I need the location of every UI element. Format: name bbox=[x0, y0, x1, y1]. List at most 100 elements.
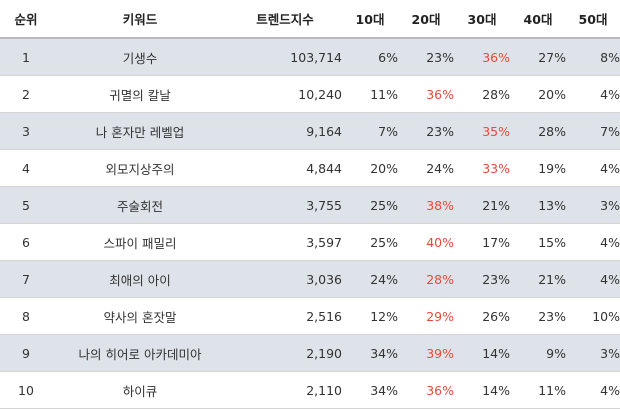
age-40s-cell: 28% bbox=[510, 112, 566, 150]
age-10s-cell: 34% bbox=[342, 371, 398, 409]
age-10s-cell: 6% bbox=[342, 38, 398, 76]
trend-index-cell: 2,190 bbox=[228, 334, 342, 372]
header-age-20s: 20대 bbox=[398, 0, 454, 39]
age-10s-cell: 11% bbox=[342, 75, 398, 113]
keyword-cell: 나의 히어로 아카데미아 bbox=[52, 334, 228, 372]
age-10s-cell: 34% bbox=[342, 334, 398, 372]
rank-cell: 10 bbox=[0, 371, 52, 409]
table-row: 9 나의 히어로 아카데미아 2,190 34% 39% 14% 9% 3% bbox=[0, 334, 620, 372]
table-row: 2 귀멸의 칼날 10,240 11% 36% 28% 20% 4% bbox=[0, 75, 620, 113]
header-keyword: 키워드 bbox=[52, 0, 228, 39]
keyword-cell: 약사의 혼잣말 bbox=[52, 297, 228, 335]
rank-cell: 6 bbox=[0, 223, 52, 261]
age-40s-cell: 20% bbox=[510, 75, 566, 113]
table-row: 4 외모지상주의 4,844 20% 24% 33% 19% 4% bbox=[0, 149, 620, 187]
rank-cell: 1 bbox=[0, 38, 52, 76]
table-row: 5 주술회전 3,755 25% 38% 21% 13% 3% bbox=[0, 186, 620, 224]
age-10s-cell: 24% bbox=[342, 260, 398, 298]
age-20s-cell: 23% bbox=[398, 38, 454, 76]
table-row: 1 기생수 103,714 6% 23% 36% 27% 8% bbox=[0, 38, 620, 76]
keyword-cell: 최애의 아이 bbox=[52, 260, 228, 298]
keyword-cell: 주술회전 bbox=[52, 186, 228, 224]
age-30s-cell: 14% bbox=[454, 371, 510, 409]
keyword-cell: 기생수 bbox=[52, 38, 228, 76]
trend-index-cell: 3,036 bbox=[228, 260, 342, 298]
age-30s-cell: 23% bbox=[454, 260, 510, 298]
age-50s-cell: 4% bbox=[566, 75, 620, 113]
header-trend-index: 트렌드지수 bbox=[228, 0, 342, 39]
age-30s-cell: 36% bbox=[454, 38, 510, 76]
trend-index-cell: 3,755 bbox=[228, 186, 342, 224]
age-30s-cell: 14% bbox=[454, 334, 510, 372]
age-10s-cell: 12% bbox=[342, 297, 398, 335]
rank-cell: 9 bbox=[0, 334, 52, 372]
age-40s-cell: 15% bbox=[510, 223, 566, 261]
rank-cell: 4 bbox=[0, 149, 52, 187]
trend-index-cell: 9,164 bbox=[228, 112, 342, 150]
age-40s-cell: 13% bbox=[510, 186, 566, 224]
age-40s-cell: 23% bbox=[510, 297, 566, 335]
age-30s-cell: 28% bbox=[454, 75, 510, 113]
trend-index-cell: 103,714 bbox=[228, 38, 342, 76]
age-20s-cell: 28% bbox=[398, 260, 454, 298]
age-10s-cell: 25% bbox=[342, 186, 398, 224]
age-50s-cell: 4% bbox=[566, 149, 620, 187]
header-age-10s: 10대 bbox=[342, 0, 398, 39]
table-body: 1 기생수 103,714 6% 23% 36% 27% 8% 2 귀멸의 칼날 10,240 11%… bbox=[0, 38, 620, 409]
table-row: 7 최애의 아이 3,036 24% 28% 23% 21% 4% bbox=[0, 260, 620, 298]
age-50s-cell: 8% bbox=[566, 38, 620, 76]
age-40s-cell: 11% bbox=[510, 371, 566, 409]
age-20s-cell: 39% bbox=[398, 334, 454, 372]
age-50s-cell: 4% bbox=[566, 260, 620, 298]
age-50s-cell: 7% bbox=[566, 112, 620, 150]
keyword-cell: 스파이 패밀리 bbox=[52, 223, 228, 261]
age-20s-cell: 40% bbox=[398, 223, 454, 261]
rank-cell: 8 bbox=[0, 297, 52, 335]
header-age-40s: 40대 bbox=[510, 0, 566, 39]
age-20s-cell: 36% bbox=[398, 75, 454, 113]
age-50s-cell: 4% bbox=[566, 223, 620, 261]
rank-cell: 7 bbox=[0, 260, 52, 298]
trend-index-cell: 10,240 bbox=[228, 75, 342, 113]
age-50s-cell: 4% bbox=[566, 371, 620, 409]
age-10s-cell: 25% bbox=[342, 223, 398, 261]
header-row: 순위 키워드 트렌드지수 10대 20대 30대 40대 50대 bbox=[0, 0, 620, 39]
age-40s-cell: 27% bbox=[510, 38, 566, 76]
trend-index-cell: 3,597 bbox=[228, 223, 342, 261]
age-10s-cell: 20% bbox=[342, 149, 398, 187]
age-30s-cell: 21% bbox=[454, 186, 510, 224]
table-row: 10 하이큐 2,110 34% 36% 14% 11% 4% bbox=[0, 371, 620, 409]
keyword-cell: 귀멸의 칼날 bbox=[52, 75, 228, 113]
keyword-cell: 외모지상주의 bbox=[52, 149, 228, 187]
trend-index-cell: 4,844 bbox=[228, 149, 342, 187]
age-20s-cell: 24% bbox=[398, 149, 454, 187]
keyword-cell: 하이큐 bbox=[52, 371, 228, 409]
table-header: 순위 키워드 트렌드지수 10대 20대 30대 40대 50대 bbox=[0, 0, 620, 39]
header-rank: 순위 bbox=[0, 0, 52, 39]
header-age-50s: 50대 bbox=[566, 0, 620, 39]
rank-cell: 3 bbox=[0, 112, 52, 150]
age-20s-cell: 29% bbox=[398, 297, 454, 335]
age-10s-cell: 7% bbox=[342, 112, 398, 150]
age-20s-cell: 36% bbox=[398, 371, 454, 409]
age-40s-cell: 9% bbox=[510, 334, 566, 372]
table-row: 8 약사의 혼잣말 2,516 12% 29% 26% 23% 10% bbox=[0, 297, 620, 335]
trend-index-cell: 2,516 bbox=[228, 297, 342, 335]
header-age-30s: 30대 bbox=[454, 0, 510, 39]
age-50s-cell: 10% bbox=[566, 297, 620, 335]
age-20s-cell: 38% bbox=[398, 186, 454, 224]
age-40s-cell: 21% bbox=[510, 260, 566, 298]
age-30s-cell: 17% bbox=[454, 223, 510, 261]
age-40s-cell: 19% bbox=[510, 149, 566, 187]
age-30s-cell: 33% bbox=[454, 149, 510, 187]
rank-cell: 5 bbox=[0, 186, 52, 224]
age-20s-cell: 23% bbox=[398, 112, 454, 150]
age-50s-cell: 3% bbox=[566, 334, 620, 372]
trend-index-cell: 2,110 bbox=[228, 371, 342, 409]
rank-cell: 2 bbox=[0, 75, 52, 113]
age-30s-cell: 26% bbox=[454, 297, 510, 335]
table-row: 6 스파이 패밀리 3,597 25% 40% 17% 15% 4% bbox=[0, 223, 620, 261]
keyword-cell: 나 혼자만 레벨업 bbox=[52, 112, 228, 150]
